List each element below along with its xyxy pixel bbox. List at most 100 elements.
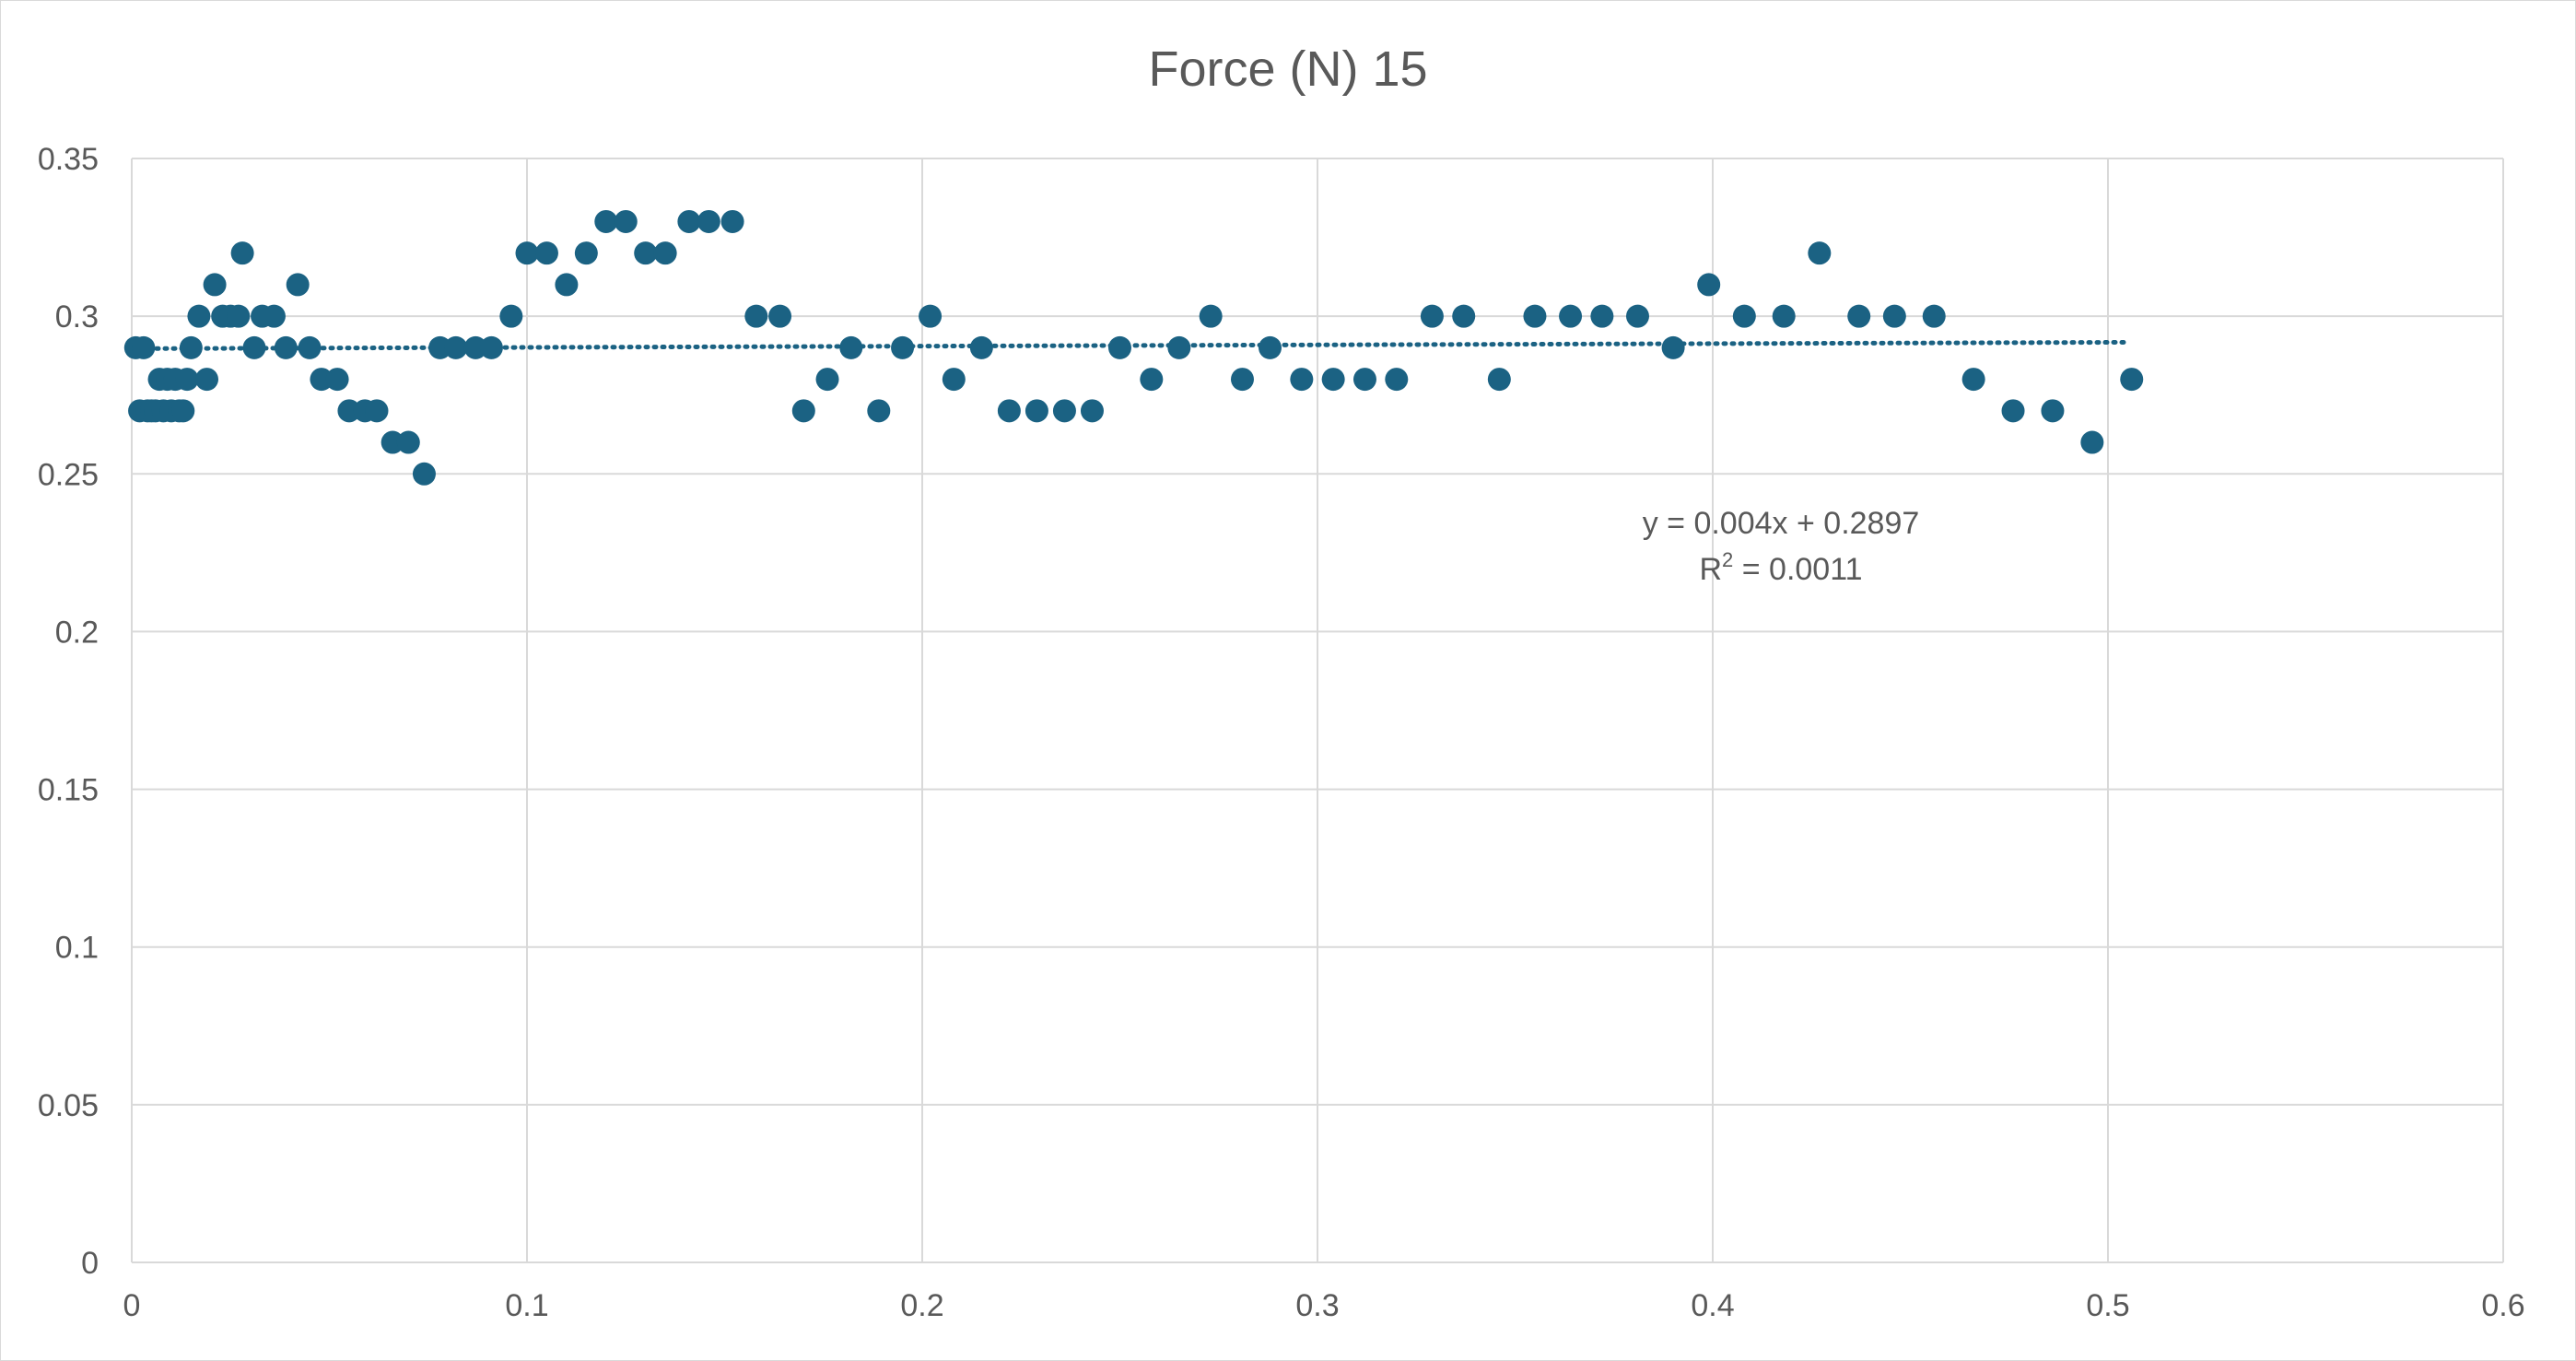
data-point	[227, 304, 251, 328]
y-tick-label: 0.05	[38, 1088, 99, 1123]
data-point	[195, 368, 219, 392]
data-point	[187, 304, 211, 328]
data-point	[1025, 399, 1048, 423]
data-point	[1080, 399, 1104, 423]
data-point	[768, 304, 792, 328]
data-point	[791, 399, 815, 423]
data-point	[2041, 399, 2065, 423]
data-point	[310, 368, 334, 392]
data-point	[839, 335, 863, 359]
r-squared-prefix: R	[1699, 552, 1722, 587]
x-tick-label: 0.2	[900, 1288, 943, 1323]
y-tick-label: 0.2	[55, 615, 99, 650]
x-tick-label: 0.1	[505, 1288, 548, 1323]
data-point	[132, 335, 156, 359]
data-point	[697, 209, 720, 233]
data-point	[230, 241, 254, 265]
data-point	[1487, 368, 1511, 392]
data-point	[1352, 368, 1376, 392]
data-point	[262, 304, 286, 328]
data-point	[274, 335, 298, 359]
data-point	[653, 241, 677, 265]
data-point	[515, 241, 539, 265]
r-squared-exponent: 2	[1722, 548, 1733, 571]
data-point	[919, 304, 943, 328]
data-point	[594, 209, 618, 233]
data-point	[463, 335, 487, 359]
data-point	[1259, 335, 1282, 359]
gridlines	[131, 158, 2504, 1263]
data-point	[203, 273, 227, 297]
data-point	[1922, 304, 1946, 328]
x-tick-label: 0.3	[1295, 1288, 1339, 1323]
data-point	[891, 335, 915, 359]
data-point	[720, 209, 744, 233]
data-point	[942, 368, 966, 392]
y-tick-label: 0.3	[55, 299, 99, 334]
data-point	[1661, 335, 1685, 359]
x-tick-label: 0.4	[1691, 1288, 1734, 1323]
chart-title: Force (N) 15	[1148, 41, 1427, 97]
data-point	[634, 241, 658, 265]
data-point	[969, 335, 993, 359]
data-point	[1808, 241, 1832, 265]
x-tick-label: 0.6	[2481, 1288, 2524, 1323]
data-point	[534, 241, 558, 265]
data-point	[744, 304, 768, 328]
data-point	[1697, 273, 1721, 297]
data-point	[614, 209, 638, 233]
y-tick-label: 0.15	[38, 773, 99, 808]
data-point	[1321, 368, 1345, 392]
data-point	[428, 335, 452, 359]
trendline-equation: y = 0.004x + 0.2897	[1643, 506, 1920, 541]
data-point	[499, 304, 523, 328]
x-tick-label: 0.5	[2086, 1288, 2129, 1323]
data-point	[242, 335, 266, 359]
data-point	[1772, 304, 1796, 328]
data-point	[365, 399, 389, 423]
data-point	[1230, 368, 1254, 392]
data-point	[1559, 304, 1583, 328]
y-tick-label: 0.35	[38, 142, 99, 177]
data-point	[2120, 368, 2144, 392]
y-tick-label: 0	[81, 1246, 99, 1281]
data-point	[1140, 368, 1164, 392]
data-point	[286, 273, 310, 297]
data-point	[677, 209, 701, 233]
data-point	[337, 399, 361, 423]
data-point	[171, 399, 195, 423]
data-point	[444, 335, 468, 359]
y-tick-label: 0.1	[55, 931, 99, 966]
data-point	[2001, 399, 2025, 423]
data-point	[1385, 368, 1409, 392]
data-point	[381, 430, 404, 454]
data-point	[1199, 304, 1223, 328]
data-point	[1961, 368, 1985, 392]
data-point	[1847, 304, 1871, 328]
data-point	[1590, 304, 1614, 328]
data-point	[479, 335, 503, 359]
tick-labels: 0 0.05 0.1 0.15 0.2 0.25 0.3 0.35 0 0.1 0.2 0.3 0.4 0…	[38, 142, 2525, 1323]
data-point	[1108, 335, 1131, 359]
data-point	[555, 273, 579, 297]
trendline-label: y = 0.004x + 0.2897 R2 = 0.0011	[1643, 506, 1920, 587]
data-point	[1420, 304, 1444, 328]
data-point	[1732, 304, 1756, 328]
data-point	[1290, 368, 1314, 392]
trendline-r-squared: R2 = 0.0011	[1699, 548, 1862, 587]
data-point	[1882, 304, 1906, 328]
x-tick-label: 0	[123, 1288, 141, 1323]
data-point	[1625, 304, 1649, 328]
data-point	[815, 368, 839, 392]
data-point	[997, 399, 1021, 423]
data-point	[1523, 304, 1547, 328]
data-point	[412, 462, 436, 486]
data-point	[175, 368, 199, 392]
data-point	[1167, 335, 1191, 359]
data-point	[1452, 304, 1476, 328]
data-point	[2080, 430, 2104, 454]
data-point	[179, 335, 203, 359]
y-tick-label: 0.25	[38, 457, 99, 492]
data-points	[123, 209, 2144, 486]
